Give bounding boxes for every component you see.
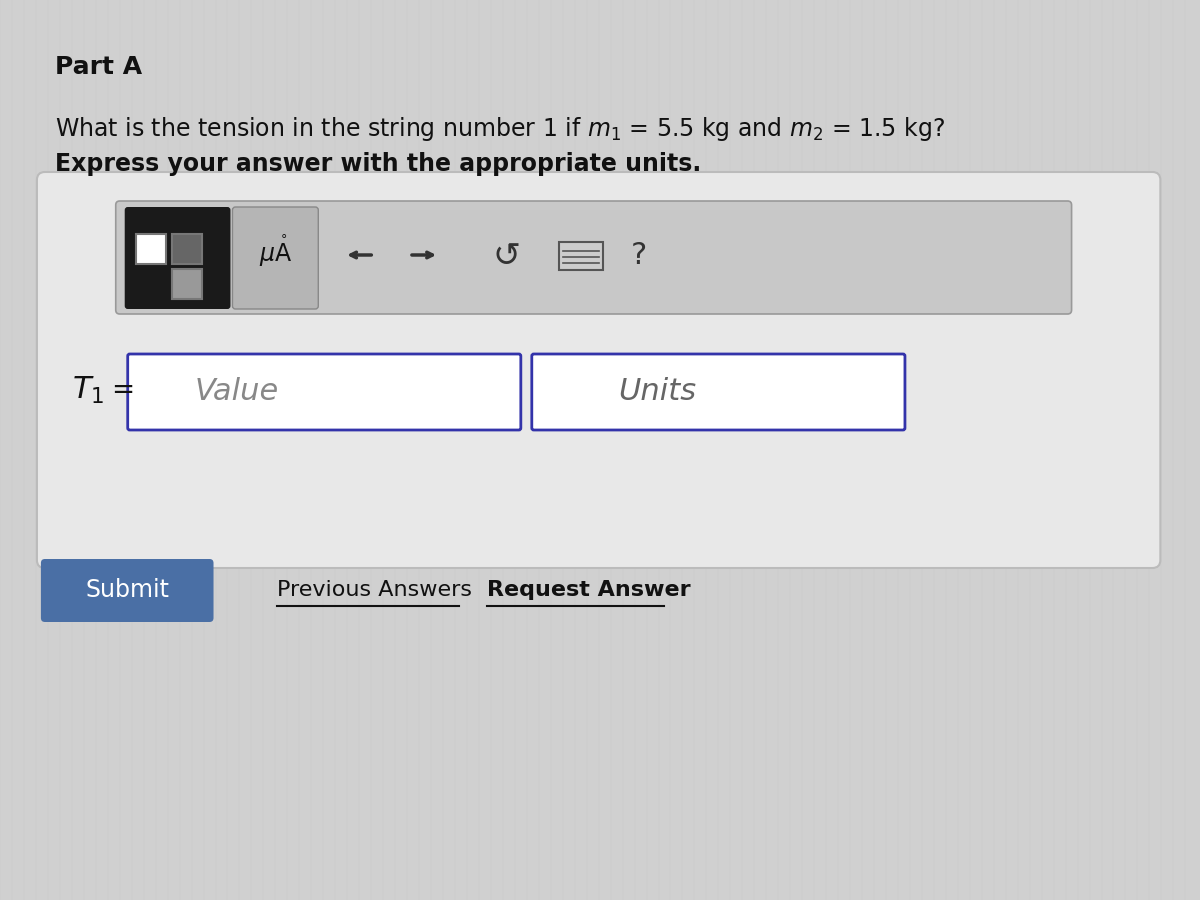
Text: $\mu$A: $\mu$A [259,241,292,268]
Bar [172,269,202,299]
Text: Submit: Submit [85,578,169,602]
Text: Express your answer with the appropriate units.: Express your answer with the appropriate… [55,152,701,176]
Text: °: ° [281,233,288,247]
FancyBboxPatch shape [532,354,905,430]
Text: $T_1$: $T_1$ [72,374,104,406]
FancyBboxPatch shape [41,559,214,622]
Bar [136,234,166,264]
FancyBboxPatch shape [127,354,521,430]
Text: =: = [103,376,136,404]
Text: What is the tension in the string number 1 if $m_1$ = 5.5 kg and $m_2$ = 1.5 kg?: What is the tension in the string number… [55,115,944,143]
FancyBboxPatch shape [37,172,1160,568]
Text: Value: Value [194,377,278,407]
Text: Request Answer: Request Answer [487,580,690,600]
FancyBboxPatch shape [125,207,230,309]
Bar [559,242,602,270]
FancyBboxPatch shape [233,207,318,309]
Text: ↺: ↺ [493,239,521,273]
Text: Part A: Part A [55,55,142,79]
Text: Previous Answers: Previous Answers [277,580,473,600]
Text: Units: Units [618,377,697,407]
Text: ?: ? [630,241,647,271]
Bar [172,234,202,264]
FancyBboxPatch shape [115,201,1072,314]
